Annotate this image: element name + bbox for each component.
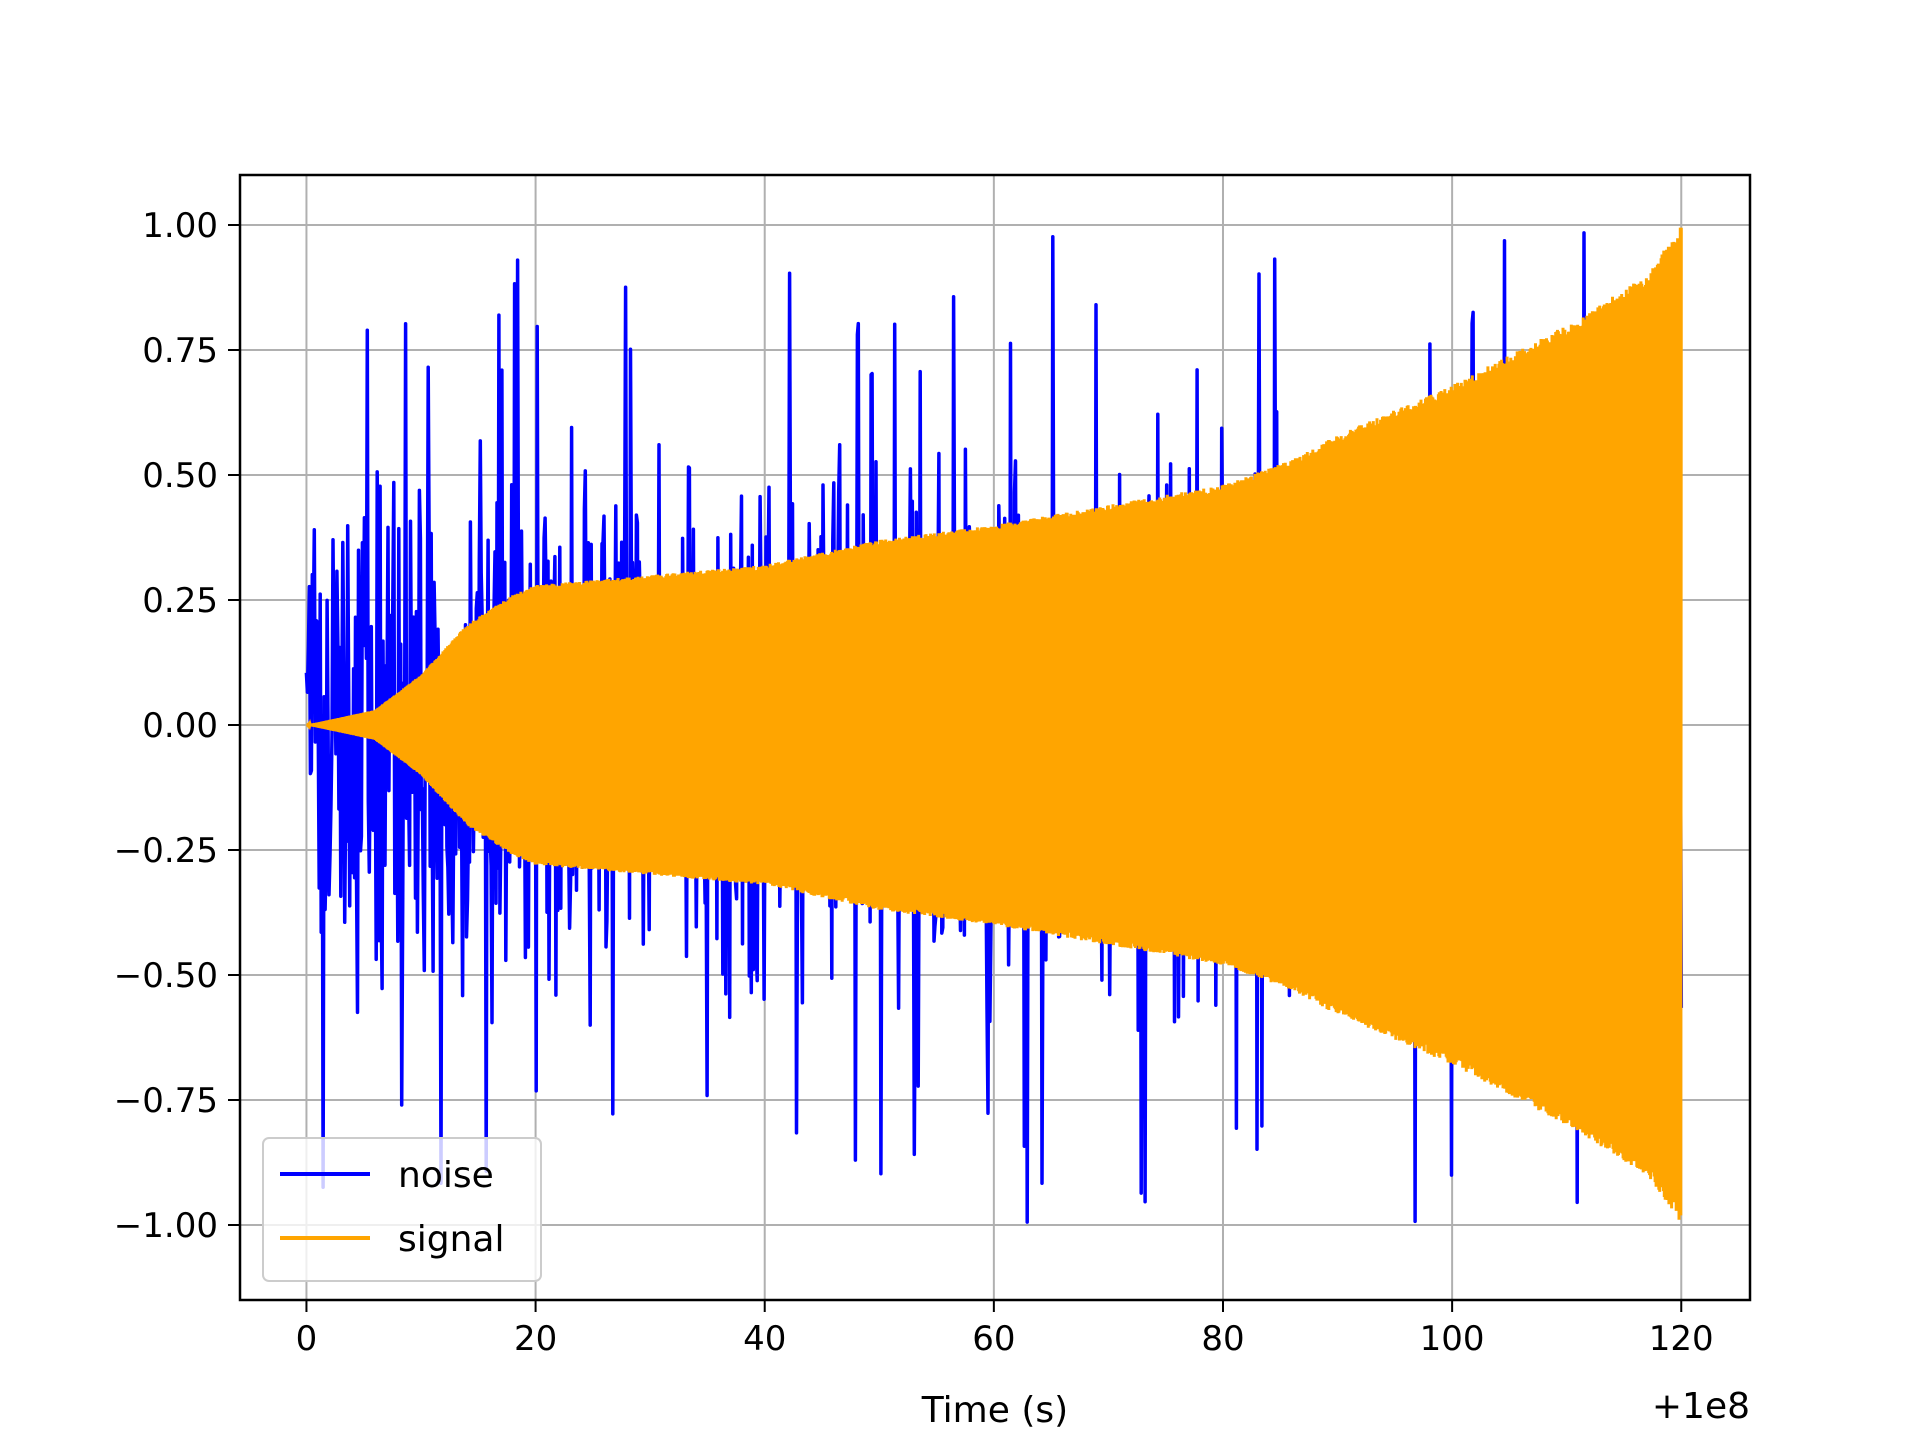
legend: noise signal bbox=[262, 1137, 542, 1282]
x-tick-label: 100 bbox=[1420, 1319, 1485, 1359]
y-tick-label: 0.50 bbox=[142, 456, 218, 496]
legend-label-signal: signal bbox=[398, 1219, 505, 1260]
y-tick-label: 0.00 bbox=[142, 706, 218, 746]
x-tick-label: 20 bbox=[514, 1319, 557, 1359]
ticks: 0 20 40 60 80 100 120 1.00 0.75 0.50 0.25 0.00 −0.25… bbox=[114, 206, 1714, 1359]
y-tick-label: −0.25 bbox=[114, 831, 218, 871]
y-tick-label: −0.50 bbox=[114, 956, 218, 996]
y-tick-label: 0.75 bbox=[142, 331, 218, 371]
y-tick-label: 0.25 bbox=[142, 581, 218, 621]
x-tick-label: 80 bbox=[1201, 1319, 1244, 1359]
y-tick-label: −0.75 bbox=[114, 1081, 218, 1121]
x-axis-label: Time (s) bbox=[921, 1390, 1068, 1431]
x-tick-label: 40 bbox=[743, 1319, 786, 1359]
x-tick-label: 120 bbox=[1649, 1319, 1714, 1359]
y-tick-label: 1.00 bbox=[142, 206, 218, 246]
plot-frame bbox=[238, 173, 1752, 1302]
x-tick-label: 0 bbox=[296, 1319, 318, 1359]
legend-label-noise: noise bbox=[398, 1155, 494, 1196]
series-signal-line bbox=[306, 227, 1683, 1220]
x-offset-label: +1e8 bbox=[1652, 1386, 1750, 1427]
y-tick-label: −1.00 bbox=[114, 1206, 218, 1246]
series-layer bbox=[304, 227, 1684, 1224]
x-tick-label: 60 bbox=[972, 1319, 1015, 1359]
